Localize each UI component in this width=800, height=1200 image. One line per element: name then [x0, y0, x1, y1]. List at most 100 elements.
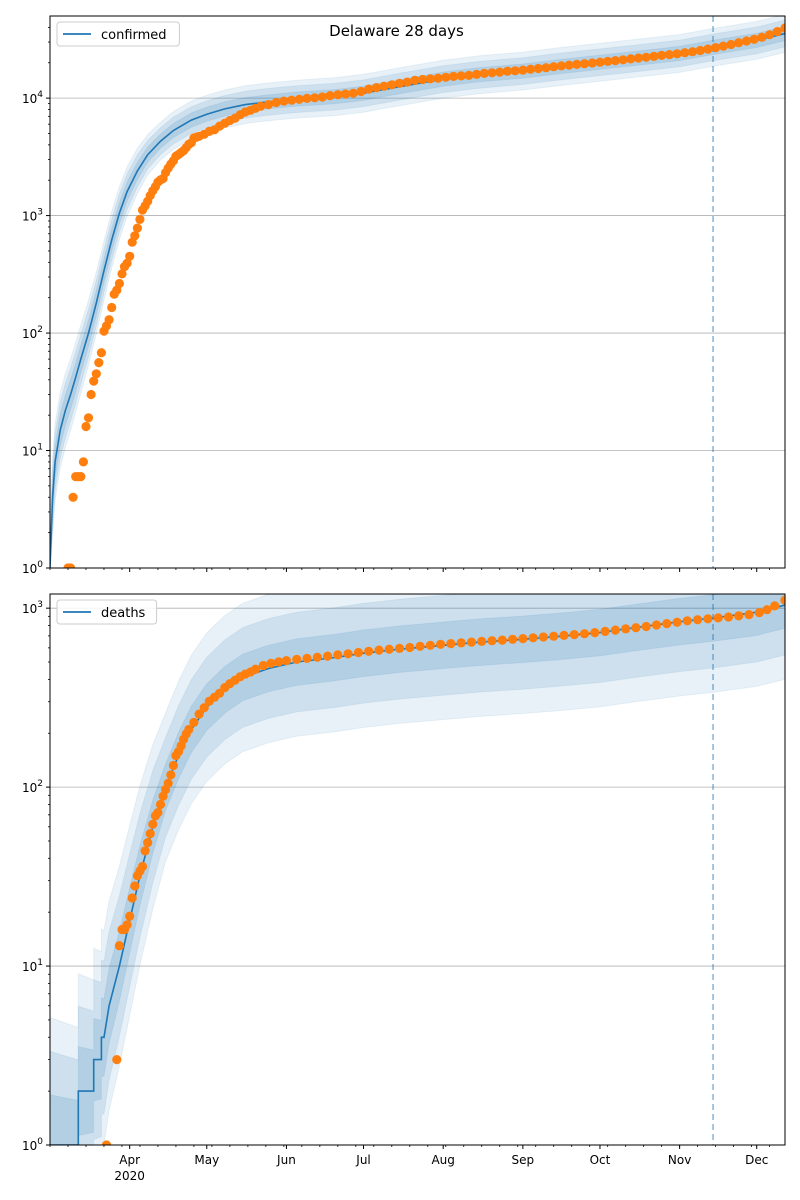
- data-point: [137, 861, 148, 872]
- data-point: [631, 623, 641, 633]
- data-point: [672, 49, 682, 59]
- data-point: [780, 23, 785, 33]
- data-point: [772, 27, 782, 37]
- data-point: [96, 348, 106, 358]
- data-point: [762, 605, 772, 615]
- y-tick-label: 101: [22, 443, 43, 459]
- data-point: [425, 74, 435, 84]
- data-point: [86, 389, 96, 400]
- data-point: [587, 58, 597, 68]
- legend: deaths: [56, 599, 158, 625]
- data-point: [662, 619, 672, 629]
- data-point: [713, 613, 723, 623]
- data-point: [541, 63, 551, 73]
- uncertainty-band: [50, 594, 785, 1145]
- data-point: [68, 492, 78, 502]
- data-point: [271, 97, 281, 108]
- data-point: [549, 62, 559, 72]
- data-point: [189, 717, 199, 728]
- data-point: [641, 52, 651, 62]
- data-point: [621, 624, 631, 634]
- data-point: [533, 63, 543, 74]
- data-point: [155, 799, 166, 810]
- data-point: [258, 660, 268, 671]
- data-point: [433, 73, 443, 83]
- data-point: [317, 92, 327, 102]
- data-point: [466, 637, 477, 647]
- data-point: [780, 595, 785, 605]
- x-axis: Apr 2020 May Jun Jul Aug Sep Oct Nov Dec: [49, 1145, 770, 1183]
- data-point: [633, 53, 644, 63]
- data-point: [464, 70, 474, 80]
- data-point: [117, 269, 127, 279]
- data-point: [749, 34, 759, 44]
- y-tick-label: 101: [22, 958, 43, 974]
- data-point: [610, 56, 621, 66]
- legend-box: [56, 21, 180, 47]
- confirmed-panel: 100 101 102 103 104 Delaware 28 days confirmed: [22, 15, 786, 576]
- data-point: [477, 636, 487, 647]
- y-tick-label: 102: [22, 325, 43, 341]
- y-tick-label: 102: [22, 779, 43, 795]
- legend-label: deaths: [101, 606, 146, 621]
- data-point: [502, 66, 512, 76]
- data-point: [132, 223, 142, 233]
- data-point: [693, 615, 703, 625]
- data-point: [287, 95, 297, 105]
- data-point: [348, 88, 358, 98]
- data-point: [122, 920, 132, 930]
- data-point: [122, 258, 132, 268]
- data-point: [436, 639, 446, 649]
- data-point: [682, 616, 692, 626]
- data-point: [765, 30, 775, 40]
- data-point: [487, 636, 497, 646]
- data-point: [549, 631, 559, 641]
- data-point: [374, 645, 384, 655]
- data-point: [279, 96, 289, 106]
- data-point: [680, 48, 690, 58]
- data-point: [579, 629, 590, 639]
- data-point: [472, 69, 482, 79]
- data-point: [323, 651, 333, 661]
- data-point: [718, 41, 728, 51]
- data-point: [145, 829, 155, 839]
- y-tick-label: 100: [22, 560, 43, 576]
- data-point: [114, 941, 124, 951]
- x-tick-label: Nov: [668, 1153, 691, 1167]
- data-point: [125, 911, 135, 921]
- legend-box: [56, 599, 158, 625]
- data-point: [81, 421, 91, 432]
- data-point: [757, 32, 767, 42]
- data-point: [672, 617, 682, 627]
- data-point: [325, 91, 335, 101]
- uncertainty-band: [50, 594, 785, 1145]
- data-point: [364, 646, 374, 656]
- data-point: [76, 472, 86, 482]
- data-point: [618, 55, 628, 65]
- data-point: [703, 44, 713, 54]
- legend: confirmed: [56, 21, 180, 47]
- data-point: [641, 621, 651, 632]
- y-axis: 100 101 102 103 104: [22, 26, 50, 576]
- data-point: [528, 633, 538, 643]
- uncertainty-bands: [50, 594, 785, 1145]
- y-tick-label: 103: [22, 600, 43, 616]
- data-point: [600, 626, 610, 637]
- data-point: [734, 38, 744, 48]
- data-point: [556, 61, 567, 71]
- data-point: [418, 74, 428, 85]
- data-point: [140, 846, 150, 856]
- uncertainty-band: [50, 16, 785, 568]
- data-point: [199, 703, 209, 713]
- data-point: [312, 652, 322, 662]
- data-point: [651, 620, 662, 630]
- data-point: [495, 67, 505, 77]
- data-point: [310, 93, 320, 103]
- data-point: [166, 770, 176, 780]
- data-point: [687, 47, 698, 57]
- data-point: [294, 94, 304, 104]
- data-point: [66, 563, 76, 568]
- data-point: [302, 653, 312, 664]
- y-tick-label: 104: [22, 90, 43, 106]
